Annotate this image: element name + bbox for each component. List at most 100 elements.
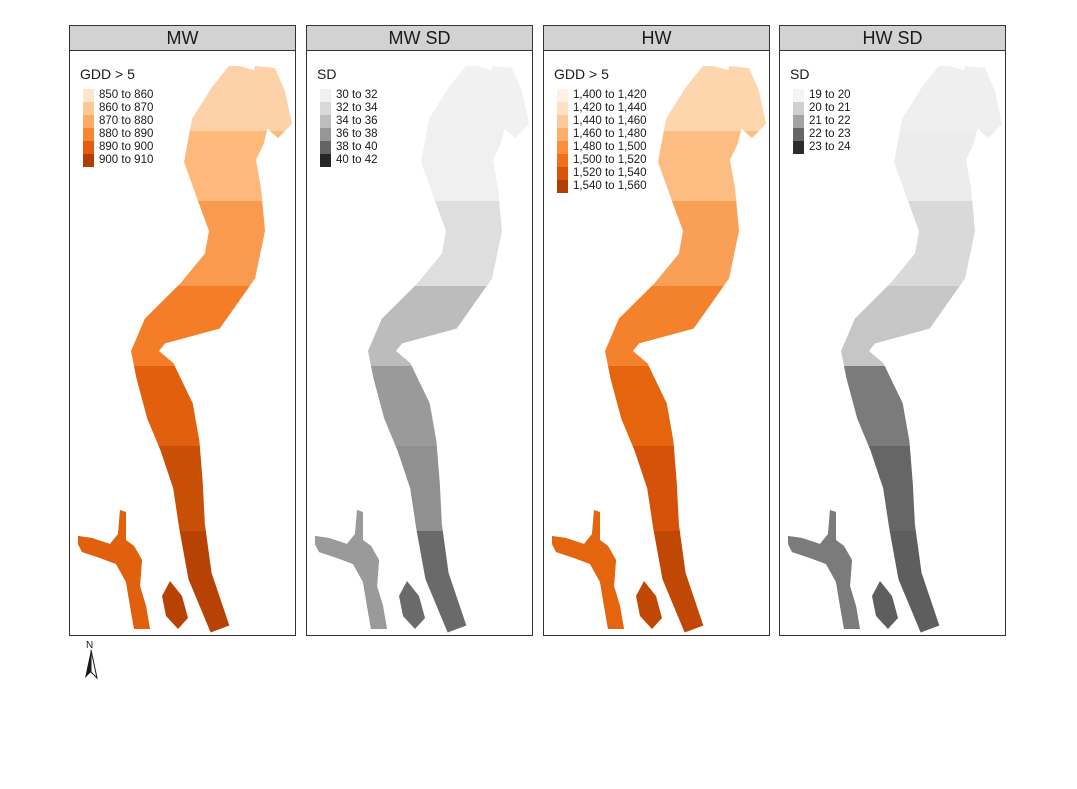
north-arrow-icon bbox=[85, 649, 98, 680]
map-band bbox=[788, 446, 1002, 532]
legend-swatch bbox=[557, 180, 568, 193]
map-band bbox=[552, 286, 766, 367]
river-map bbox=[315, 66, 529, 633]
legend-label: 1,420 to 1,440 bbox=[573, 102, 647, 114]
legend-label: 1,480 to 1,500 bbox=[573, 141, 647, 153]
legend-label: 30 to 32 bbox=[336, 89, 378, 101]
legend-item: 1,520 to 1,540 bbox=[557, 167, 647, 180]
legend-label: 1,460 to 1,480 bbox=[573, 128, 647, 140]
legend-label: 1,520 to 1,540 bbox=[573, 167, 647, 179]
legend-label: 1,440 to 1,460 bbox=[573, 115, 647, 127]
legend-label: 34 to 36 bbox=[336, 115, 378, 127]
panel-title: HW SD bbox=[780, 26, 1005, 51]
map-band bbox=[788, 286, 1002, 367]
map-band bbox=[315, 201, 529, 287]
legend-label: 890 to 900 bbox=[99, 141, 154, 153]
legend-label: 1,500 to 1,520 bbox=[573, 154, 647, 166]
legend-item: 1,400 to 1,420 bbox=[557, 89, 647, 102]
legend-swatch bbox=[320, 102, 331, 115]
legend-swatch bbox=[793, 115, 804, 128]
legend-item: 870 to 880 bbox=[83, 115, 153, 128]
legend-item: 890 to 900 bbox=[83, 141, 153, 154]
legend-label: 20 to 21 bbox=[809, 102, 851, 114]
legend-label: 21 to 22 bbox=[809, 115, 851, 127]
map-band bbox=[788, 366, 1002, 447]
legend-label: 19 to 20 bbox=[809, 89, 851, 101]
legend-item: 23 to 24 bbox=[793, 141, 851, 154]
legend-label: 40 to 42 bbox=[336, 154, 378, 166]
legend-swatch bbox=[320, 89, 331, 102]
legend-item: 1,460 to 1,480 bbox=[557, 128, 647, 141]
map-band bbox=[78, 201, 292, 287]
legend-item: 1,420 to 1,440 bbox=[557, 102, 647, 115]
legend-item: 1,540 to 1,560 bbox=[557, 180, 647, 193]
legend-label: 1,540 to 1,560 bbox=[573, 180, 647, 192]
legend: GDD > 5 1,400 to 1,420 1,420 to 1,440 1,44… bbox=[554, 66, 647, 193]
legend-items: 19 to 20 20 to 21 21 to 22 22 to 23 23 to 24 bbox=[790, 89, 851, 154]
legend-swatch bbox=[83, 115, 94, 128]
legend-swatch bbox=[557, 102, 568, 115]
legend-label: 860 to 870 bbox=[99, 102, 154, 114]
map-band bbox=[78, 446, 292, 532]
map-panel-hw: HW GDD > 5 1,400 to 1,420 1,420 to 1,440 1… bbox=[543, 25, 770, 636]
legend-title: GDD > 5 bbox=[554, 66, 609, 82]
map-band bbox=[552, 446, 766, 532]
legend-swatch bbox=[793, 141, 804, 154]
river-map bbox=[552, 66, 766, 633]
legend-label: 38 to 40 bbox=[336, 141, 378, 153]
map-inlet bbox=[78, 510, 150, 629]
map-band bbox=[552, 366, 766, 447]
legend-label: 850 to 860 bbox=[99, 89, 154, 101]
legend-label: 870 to 880 bbox=[99, 115, 154, 127]
panel-title: MW bbox=[70, 26, 295, 51]
legend-swatch bbox=[557, 141, 568, 154]
map-band bbox=[315, 286, 529, 367]
legend-title: SD bbox=[317, 66, 337, 82]
legend-title: SD bbox=[790, 66, 810, 82]
legend-swatch bbox=[793, 89, 804, 102]
legend-item: 38 to 40 bbox=[320, 141, 378, 154]
legend-swatch bbox=[793, 102, 804, 115]
legend-swatch bbox=[320, 141, 331, 154]
map-panel-mw-sd: MW SD SD 30 to 32 32 to 34 34 to 36 36 to 3… bbox=[306, 25, 533, 636]
legend-item: 40 to 42 bbox=[320, 154, 378, 167]
legend-item: 22 to 23 bbox=[793, 128, 851, 141]
legend-title: GDD > 5 bbox=[80, 66, 135, 82]
legend-item: 1,440 to 1,460 bbox=[557, 115, 647, 128]
legend: GDD > 5 850 to 860 860 to 870 870 to 880 88… bbox=[80, 66, 153, 167]
legend-item: 36 to 38 bbox=[320, 128, 378, 141]
map-inlet bbox=[788, 510, 860, 629]
legend-label: 32 to 34 bbox=[336, 102, 378, 114]
legend-swatch bbox=[320, 154, 331, 167]
legend-item: 20 to 21 bbox=[793, 102, 851, 115]
map-band bbox=[78, 286, 292, 367]
legend-item: 1,480 to 1,500 bbox=[557, 141, 647, 154]
legend-label: 22 to 23 bbox=[809, 128, 851, 140]
map-band bbox=[78, 366, 292, 447]
legend-swatch bbox=[793, 128, 804, 141]
legend-swatch bbox=[557, 154, 568, 167]
legend-item: 1,500 to 1,520 bbox=[557, 154, 647, 167]
river-map bbox=[78, 66, 292, 633]
panel-title: HW bbox=[544, 26, 769, 51]
panel-title: MW SD bbox=[307, 26, 532, 51]
legend-item: 21 to 22 bbox=[793, 115, 851, 128]
legend-swatch bbox=[320, 115, 331, 128]
map-panel-mw: MW GDD > 5 850 to 860 860 to 870 870 to 88… bbox=[69, 25, 296, 636]
north-arrow-label: N bbox=[86, 640, 94, 651]
legend-label: 1,400 to 1,420 bbox=[573, 89, 647, 101]
legend-item: 32 to 34 bbox=[320, 102, 378, 115]
map-band bbox=[315, 366, 529, 447]
legend-items: 30 to 32 32 to 34 34 to 36 36 to 38 38 to 40… bbox=[317, 89, 378, 167]
legend-item: 34 to 36 bbox=[320, 115, 378, 128]
legend-swatch bbox=[557, 128, 568, 141]
legend-items: 1,400 to 1,420 1,420 to 1,440 1,440 to 1,4… bbox=[554, 89, 647, 193]
map-band bbox=[552, 201, 766, 287]
legend-swatch bbox=[83, 102, 94, 115]
map-inlet bbox=[552, 510, 624, 629]
legend-swatch bbox=[83, 141, 94, 154]
north-arrow: N bbox=[82, 640, 100, 680]
legend-item: 860 to 870 bbox=[83, 102, 153, 115]
legend-swatch bbox=[557, 115, 568, 128]
map-inlet bbox=[315, 510, 387, 629]
